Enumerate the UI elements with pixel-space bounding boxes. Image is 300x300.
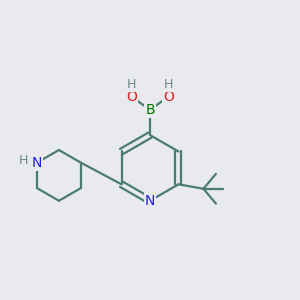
Text: O: O <box>163 90 174 104</box>
Text: O: O <box>126 90 137 104</box>
Text: N: N <box>32 156 42 170</box>
Text: H: H <box>164 78 173 91</box>
Text: N: N <box>145 194 155 208</box>
Text: H: H <box>19 154 28 167</box>
Text: B: B <box>145 103 155 117</box>
Text: H: H <box>127 78 136 91</box>
